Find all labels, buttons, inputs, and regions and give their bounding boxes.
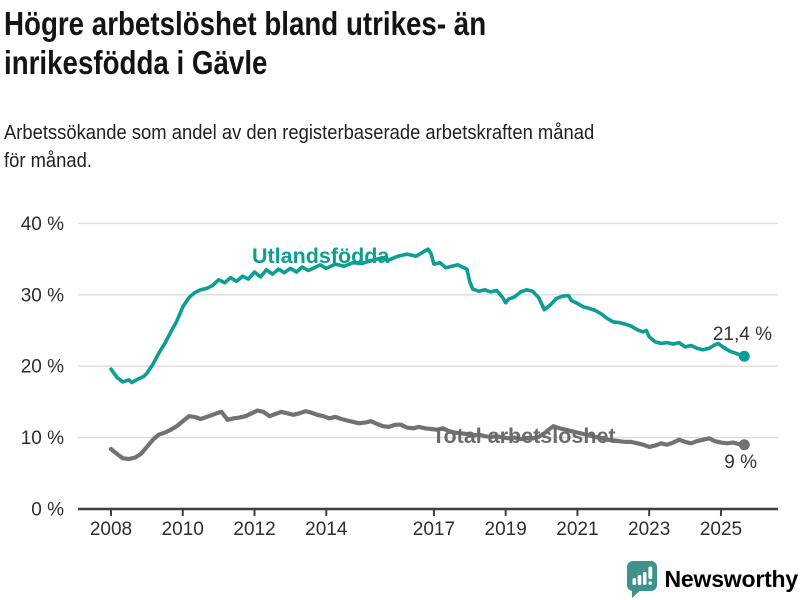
newsworthy-wordmark: Newsworthy: [664, 566, 799, 592]
chart-title-line1: Högre arbetslöshet bland utrikes- än: [4, 5, 487, 42]
gridlines: [78, 222, 778, 439]
svg-text:10 %: 10 %: [21, 428, 64, 449]
series-utlandsfodda: [109, 247, 750, 385]
series-end-value: 21,4 %: [713, 324, 772, 345]
series-end-dot: [738, 350, 750, 362]
series-total: [108, 408, 750, 462]
series-end-dot: [738, 439, 750, 451]
svg-text:2008: 2008: [90, 519, 132, 540]
svg-text:2021: 2021: [556, 519, 598, 540]
svg-text:2012: 2012: [233, 519, 275, 540]
svg-text:20 %: 20 %: [21, 357, 64, 378]
newsworthy-logo: Newsworthy: [626, 560, 798, 599]
x-axis: 2008 2010 2012 2014 2017 2019 2021 2023 2025: [78, 507, 778, 540]
y-axis-labels: 0 % 10 % 20 % 30 % 40 %: [21, 214, 64, 521]
chart-title-line2: inrikesfödda i Gävle: [4, 44, 268, 81]
svg-text:2014: 2014: [305, 519, 348, 540]
svg-text:2025: 2025: [700, 519, 742, 540]
series-label: Utlandsfödda: [252, 244, 390, 268]
chart-subtitle-line2: för månad.: [4, 150, 92, 172]
svg-text:0 %: 0 %: [31, 500, 64, 521]
chart-subtitle-line1: Arbetssökande som andel av den registerb…: [4, 122, 595, 144]
svg-text:2019: 2019: [485, 519, 527, 540]
svg-text:2017: 2017: [413, 519, 455, 540]
svg-text:30 %: 30 %: [21, 285, 64, 306]
series-label: Total arbetslöshet: [432, 424, 616, 448]
series-end-value: 9 %: [724, 452, 757, 473]
chart-title: Högre arbetslöshet bland utrikes- än inr…: [4, 4, 486, 82]
svg-text:2010: 2010: [162, 519, 204, 540]
chart-subtitle: Arbetssökande som andel av den registerb…: [4, 119, 594, 175]
svg-text:40 %: 40 %: [21, 214, 64, 235]
line-chart: 0 %10 %20 %30 %40 %2008 2010 2012 2014 2017 2…: [21, 214, 778, 540]
svg-text:2023: 2023: [628, 519, 670, 540]
newsworthy-bubble-chart-icon: [626, 561, 657, 598]
